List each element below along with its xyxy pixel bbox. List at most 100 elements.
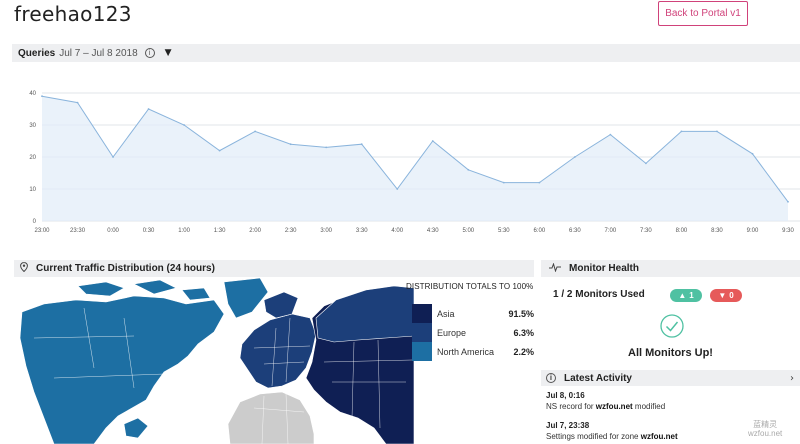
up-count: 1 [689,291,694,300]
world-map [19,278,414,444]
monitor-health-title: Monitor Health [569,263,639,274]
series-line [41,95,789,203]
page-title: freehao123 [14,2,132,26]
legend-swatch [412,323,432,342]
map-region-canada-islands[interactable] [77,279,211,301]
caret-down-icon[interactable]: ▼ [164,48,172,58]
legend-percent: 6.3% [513,327,534,338]
data-point [573,156,576,158]
check-circle-icon [660,314,684,338]
data-point [147,108,150,110]
info-icon[interactable]: i [144,48,155,58]
x-tick-label: 2:00 [249,228,261,234]
data-point [396,188,399,190]
legend-row-north-america[interactable]: North America 2.2% [412,342,534,361]
info-icon: i [546,373,556,383]
watermark: 蓝精灵 wzfou.net [748,420,782,438]
monitors-down-badge[interactable]: ▼ 0 [710,289,742,302]
map-region-scandinavia[interactable] [263,291,299,319]
legend-percent: 91.5% [508,308,534,319]
watermark-line: wzfou.net [748,429,783,438]
map-region-central-america[interactable] [123,417,149,439]
legend-name: Asia [437,308,455,319]
x-tick-label: 9:30 [782,228,794,234]
y-tick-label: 30 [29,123,36,129]
data-point [716,130,718,133]
legend-row-asia[interactable]: Asia 91.5% [412,304,534,323]
x-tick-label: 23:00 [34,228,50,234]
data-point [76,101,79,104]
legend-swatch [412,342,432,361]
distribution-legend: Asia 91.5% Europe 6.3% North America 2.2… [412,304,534,361]
data-point [289,143,292,146]
monitors-used-count: 1 / 2 Monitors Used [553,289,645,300]
latest-activity-header[interactable]: i Latest Activity › [541,370,800,386]
y-tick-label: 40 [29,91,36,97]
triangle-up-icon: ▲ [678,291,687,300]
back-to-portal-button[interactable]: Back to Portal v1 [658,1,748,26]
data-point [218,149,221,152]
activity-time: Jul 8, 0:16 [546,391,585,400]
legend-row-europe[interactable]: Europe 6.3% [412,323,534,342]
legend-percent: 2.2% [513,346,534,357]
queries-chart: 0 10 20 30 40 23:00 23:30 0:00 0:30 1:00 1:30 2:00 2… [29,91,800,234]
data-point [538,181,541,184]
map-pin-icon [20,261,28,275]
x-tick-label: 3:00 [320,228,332,234]
x-tick-label: 6:30 [569,228,581,234]
x-tick-label: 5:30 [498,228,510,234]
activity-description: Settings modified for zone wzfou.net [546,432,678,441]
data-point [41,95,43,98]
data-point [183,124,185,126]
activity-text: modified [632,402,666,411]
series-area [42,96,788,221]
x-tick-label: 3:30 [356,228,368,234]
x-tick-label: 7:30 [640,228,652,234]
traffic-distribution-header: Current Traffic Distribution (24 hours) [14,260,534,277]
x-tick-label: 8:00 [676,228,688,234]
data-point [751,152,754,155]
x-tick-label: 0:00 [107,228,119,234]
x-tick-label: 8:30 [711,228,723,234]
data-point [360,143,363,146]
activity-description: NS record for wzfou.net modified [546,402,665,411]
data-point [325,146,328,149]
activity-item: Jul 7, 23:38 Settings modified for zone … [546,421,678,441]
data-point [645,162,647,165]
x-tick-label: 4:30 [427,228,439,234]
data-point [467,168,470,171]
x-tick-label: 6:00 [533,228,545,234]
legend-swatch [412,304,432,323]
legend-name: North America [437,346,495,357]
x-tick-label: 5:00 [462,228,474,234]
map-region-europe[interactable] [239,313,317,389]
map-region-greenland[interactable] [223,278,269,319]
x-tick-label: 7:00 [605,228,617,234]
activity-time: Jul 7, 23:38 [546,421,590,430]
queries-title: Queries [18,47,56,59]
map-region-north-america[interactable] [19,295,225,444]
map-region-russia[interactable] [315,285,414,343]
y-tick-label: 20 [29,155,36,161]
activity-text: Settings modified for zone [546,432,641,441]
traffic-distribution-title: Current Traffic Distribution (24 hours) [36,263,215,274]
down-count: 0 [729,291,734,300]
pulse-icon [549,261,561,275]
chevron-right-icon[interactable]: › [790,372,794,384]
data-point [680,130,683,133]
x-tick-label: 1:30 [214,228,226,234]
activity-item: Jul 8, 0:16 NS record for wzfou.net modi… [546,391,665,411]
x-tick-label: 4:00 [391,228,403,234]
x-tick-label: 1:00 [178,228,190,234]
map-region-africa[interactable] [227,391,315,444]
monitor-health-header: Monitor Health [541,260,800,277]
x-tick-label: 2:30 [285,228,297,234]
queries-date-range: Jul 7 – Jul 8 2018 [59,47,138,59]
x-tick-label: 9:00 [747,228,759,234]
monitors-up-badge[interactable]: ▲ 1 [670,289,702,302]
activity-zone: wzfou.net [640,432,678,441]
y-tick-label: 10 [29,187,36,193]
latest-activity-title: Latest Activity [564,372,632,384]
triangle-down-icon: ▼ [718,291,727,300]
activity-text: NS record for [546,402,596,411]
